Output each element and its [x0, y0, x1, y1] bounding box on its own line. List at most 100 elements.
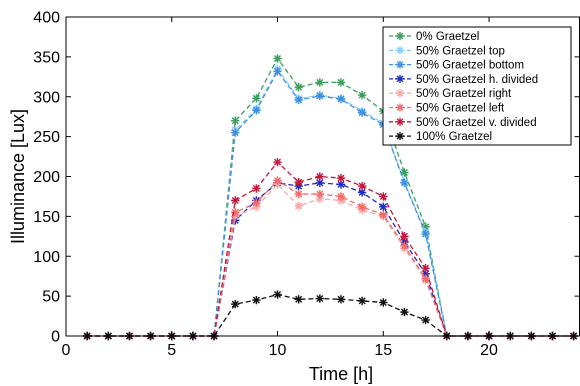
- series-line-4: [87, 182, 574, 337]
- x-axis-label: Time [h]: [309, 364, 373, 384]
- data-point: [231, 299, 240, 309]
- data-point: [400, 178, 409, 188]
- legend-item: 50% Graetzel bottom: [389, 60, 524, 72]
- legend-item: 0% Graetzel: [389, 31, 479, 43]
- data-point: [294, 189, 303, 199]
- data-point: [357, 108, 367, 117]
- data-point: [231, 196, 240, 205]
- legend-marker: [396, 32, 404, 40]
- data-point: [315, 189, 325, 199]
- legend-marker: [396, 132, 404, 141]
- legend-item: 50% Graetzel right: [389, 88, 512, 100]
- legend-label: 50% Graetzel top: [416, 45, 505, 57]
- chart-legend: 0% Graetzel 50% Graetzel top 50% Graetzel …: [382, 26, 572, 146]
- legend-item: 50% Graetzel left: [389, 103, 505, 115]
- legend-marker: [396, 117, 404, 126]
- data-point: [315, 172, 325, 181]
- data-point: [357, 202, 367, 212]
- data-point: [273, 176, 282, 185]
- legend-marker: [396, 103, 404, 112]
- legend-item: 100% Graetzel: [389, 131, 492, 143]
- series-line-8: [87, 293, 574, 337]
- y-tick-label: 350: [33, 49, 60, 66]
- data-point: [294, 295, 303, 304]
- series-markers-6: [82, 176, 578, 341]
- series-line-5: [87, 183, 574, 337]
- data-point: [252, 106, 261, 115]
- data-point: [315, 78, 325, 87]
- y-tick-label: 50: [42, 289, 60, 306]
- data-point: [294, 177, 303, 187]
- y-tick-label: 300: [33, 89, 60, 106]
- legend-item: 50% Graetzel v. divided: [389, 117, 537, 129]
- data-point: [336, 173, 346, 183]
- legend-box: [382, 26, 572, 146]
- legend-label: 50% Graetzel h. divided: [416, 74, 538, 86]
- data-point: [273, 290, 282, 299]
- legend-item: 50% Graetzel top: [389, 45, 505, 57]
- data-point: [357, 181, 367, 191]
- legend-label: 50% Graetzel v. divided: [416, 117, 537, 129]
- data-point: [357, 296, 367, 306]
- y-tick-label: 250: [33, 129, 60, 146]
- series-markers-4: [82, 178, 578, 341]
- data-point: [273, 157, 282, 167]
- legend-label: 100% Graetzel: [416, 131, 492, 143]
- data-point: [379, 210, 388, 219]
- data-point: [400, 232, 409, 241]
- data-point: [379, 298, 388, 307]
- x-tick-label: 15: [374, 342, 392, 359]
- data-point: [294, 201, 303, 211]
- data-point: [336, 78, 346, 87]
- x-tick-label: 20: [480, 342, 498, 359]
- data-point: [252, 198, 261, 208]
- legend-label: 50% Graetzel right: [416, 88, 512, 100]
- data-point: [336, 192, 346, 201]
- data-point: [336, 295, 346, 304]
- data-point: [400, 307, 409, 317]
- data-point: [231, 128, 240, 137]
- series-markers-5: [82, 180, 578, 341]
- legend-marker: [396, 60, 404, 69]
- series-markers-7: [82, 157, 578, 341]
- x-tick-label: 0: [62, 342, 71, 359]
- legend-marker: [396, 89, 404, 98]
- data-point: [315, 294, 325, 303]
- data-point: [294, 95, 303, 105]
- x-tick-label: 5: [167, 342, 176, 359]
- data-point: [273, 54, 282, 63]
- y-tick-label: 100: [33, 249, 60, 266]
- y-tick-label: 0: [51, 329, 60, 346]
- legend-label: 50% Graetzel bottom: [416, 60, 524, 72]
- data-point: [421, 315, 430, 325]
- data-point: [273, 67, 282, 76]
- data-point: [231, 208, 240, 217]
- data-point: [379, 192, 388, 201]
- data-point: [231, 116, 240, 125]
- data-point: [421, 274, 430, 283]
- legend-marker: [396, 74, 404, 83]
- data-point: [252, 94, 261, 103]
- series-line-7: [87, 161, 574, 337]
- legend-item: 50% Graetzel h. divided: [389, 74, 538, 86]
- legend-marker: [396, 46, 404, 55]
- series-line-6: [87, 179, 574, 337]
- x-tick-label: 10: [269, 342, 287, 359]
- y-tick-label: 400: [33, 10, 60, 27]
- data-point: [252, 295, 261, 305]
- legend-label: 0% Graetzel: [416, 31, 479, 43]
- data-point: [400, 241, 409, 251]
- series-markers-8: [82, 290, 578, 341]
- data-point: [252, 184, 261, 193]
- data-point: [315, 91, 325, 101]
- data-point: [421, 229, 430, 239]
- y-tick-label: 150: [33, 209, 60, 226]
- legend-label: 50% Graetzel left: [416, 103, 505, 115]
- data-point: [336, 94, 346, 104]
- data-point: [294, 82, 303, 92]
- y-axis-label: Illuminance [Lux]: [8, 109, 28, 244]
- data-point: [421, 264, 430, 273]
- data-point: [357, 90, 367, 100]
